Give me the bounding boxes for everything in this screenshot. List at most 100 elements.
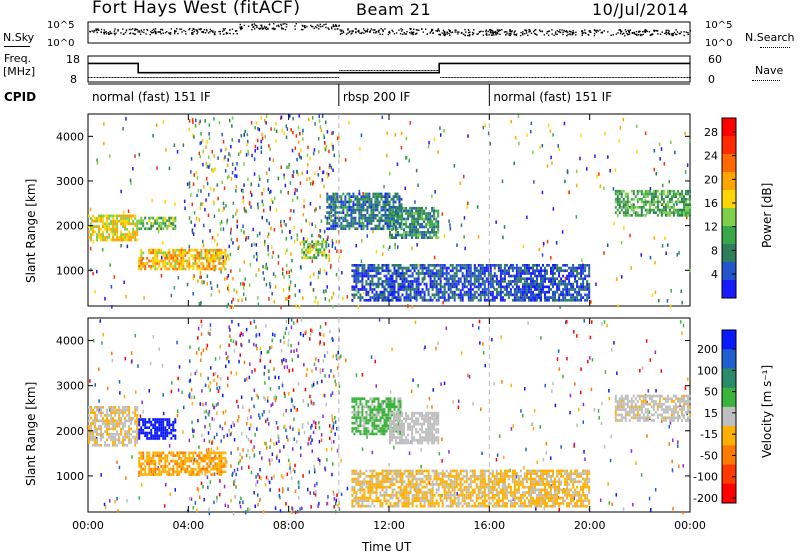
nave-point: [628, 77, 630, 78]
power-echo-cell: [360, 224, 363, 228]
power-echo-cell: [309, 245, 312, 249]
power-echo-cell: [376, 214, 379, 217]
power-echo-cell: [572, 266, 575, 270]
velocity-noise-point: [374, 359, 376, 364]
power-noise-point: [191, 118, 194, 122]
velocity-noise-point: [249, 455, 251, 460]
power-noise-point: [456, 243, 458, 247]
power-echo-cell: [90, 227, 92, 231]
power-noise-point: [266, 171, 268, 175]
power-echo-cell: [566, 285, 569, 289]
power-echo-cell: [340, 227, 343, 231]
power-noise-point: [232, 214, 234, 219]
power-echo-cell: [399, 217, 401, 221]
power-echo-cell: [546, 277, 548, 281]
nsky-point: [103, 29, 105, 31]
power-echo-cell: [313, 256, 316, 260]
power-echo-cell: [348, 203, 351, 206]
nsky-point: [454, 29, 456, 31]
power-echo-cell: [517, 274, 520, 278]
power-echo-cell: [427, 228, 430, 231]
power-echo-cell: [375, 298, 378, 302]
velocity-noise-point: [393, 445, 395, 450]
power-echo-cell: [435, 290, 438, 294]
power-echo-cell: [372, 203, 375, 206]
nave-point: [510, 77, 512, 78]
power-echo-cell: [491, 274, 494, 278]
power-echo-cell: [532, 269, 534, 273]
velocity-noise-point: [292, 447, 294, 451]
power-echo-cell: [116, 217, 119, 220]
nsky-point: [367, 28, 369, 30]
power-echo-cell: [399, 264, 402, 267]
power-echo-cell: [576, 274, 579, 278]
power-noise-point: [268, 221, 270, 226]
power-noise-point: [467, 201, 469, 205]
power-echo-cell: [340, 197, 343, 201]
power-echo-cell: [303, 251, 306, 254]
power-echo-cell: [409, 298, 412, 302]
power-echo-cell: [357, 274, 360, 278]
power-colorbar-frame: [721, 117, 737, 299]
nave-point: [468, 77, 470, 78]
power-echo-cell: [618, 211, 621, 214]
power-echo-cell: [534, 272, 536, 275]
power-echo-cell: [463, 264, 466, 267]
power-noise-point: [306, 237, 308, 242]
power-echo-cell: [172, 227, 175, 231]
power-noise-point: [236, 209, 238, 213]
power-echo-cell: [576, 269, 579, 273]
power-echo-cell: [319, 243, 322, 246]
power-echo-cell: [429, 214, 432, 218]
nave-point: [444, 77, 446, 78]
power-echo-cell: [407, 214, 410, 218]
nave-point: [620, 77, 622, 78]
power-echo-cell: [389, 282, 392, 286]
power-echo-cell: [389, 274, 392, 278]
power-echo-cell: [421, 209, 424, 213]
power-echo-cell: [409, 222, 412, 226]
power-echo-cell: [413, 206, 416, 210]
power-echo-cell: [469, 280, 472, 283]
velocity-noise-point: [230, 338, 232, 343]
velocity-noise-point: [556, 357, 559, 361]
power-echo-cell: [102, 217, 104, 220]
power-echo-cell: [528, 298, 530, 302]
power-ytick-label: 1000: [56, 264, 84, 277]
nsky-point: [403, 32, 405, 34]
power-echo-cell: [411, 228, 414, 231]
power-echo-cell: [363, 298, 366, 302]
power-echo-cell: [96, 238, 98, 242]
power-noise-point: [530, 121, 532, 125]
power-echo-cell: [648, 208, 651, 212]
power-echo-cell: [180, 259, 183, 263]
power-echo-cell: [353, 272, 356, 275]
power-echo-cell: [417, 285, 420, 289]
nave-point: [465, 77, 467, 78]
power-echo-cell: [616, 197, 619, 201]
power-echo-cell: [90, 225, 92, 228]
nave-point: [637, 77, 639, 78]
power-echo-cell: [447, 282, 450, 286]
nsky-point: [168, 32, 170, 34]
power-echo-cell: [656, 208, 659, 212]
velocity-noise-point: [319, 459, 321, 463]
power-echo-cell: [437, 282, 440, 286]
power-echo-cell: [429, 233, 432, 237]
velocity-noise-point: [319, 368, 322, 372]
power-noise-point: [575, 215, 578, 219]
power-echo-cell: [332, 200, 335, 204]
velocity-noise-point: [207, 384, 210, 389]
power-echo-cell: [332, 224, 335, 228]
velocity-noise-point: [246, 422, 248, 426]
power-echo-cell: [624, 214, 627, 217]
power-noise-point: [241, 298, 243, 303]
velocity-noise-point: [314, 493, 317, 497]
power-noise-point: [257, 127, 259, 131]
power-echo-cell: [501, 296, 504, 299]
power-noise-point: [228, 174, 230, 179]
nsky-point: [588, 30, 590, 32]
nsky-point: [286, 23, 288, 26]
power-echo-cell: [437, 220, 440, 223]
power-echo-cell: [344, 219, 347, 223]
